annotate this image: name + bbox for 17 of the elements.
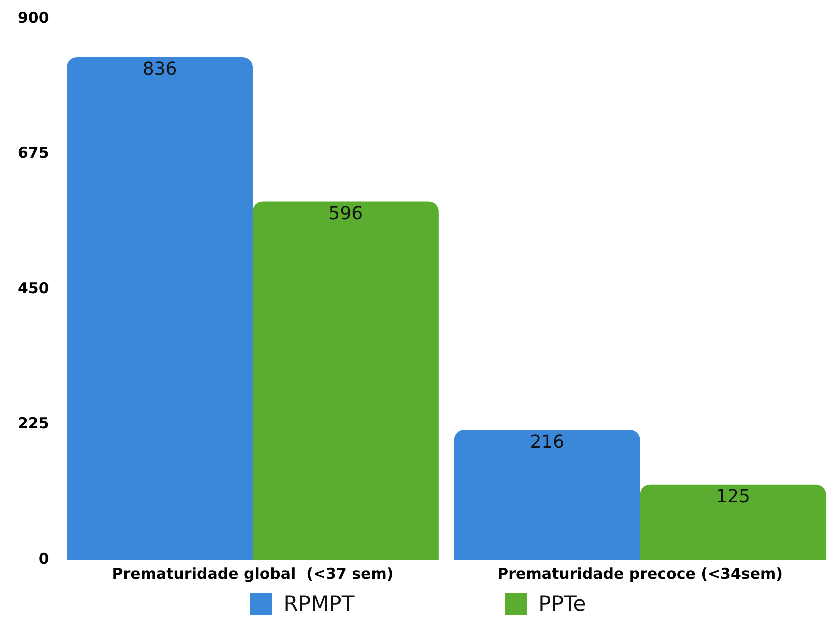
data-label: 836	[142, 59, 178, 80]
legend-label: PPTe	[538, 592, 586, 616]
y-tick-label: 675	[18, 144, 50, 162]
bar	[454, 430, 640, 560]
x-tick-label: Prematuridade global (<37 sem)	[112, 564, 394, 583]
data-label: 125	[716, 486, 750, 508]
y-tick-label: 0	[38, 550, 50, 568]
bar	[252, 202, 439, 560]
x-tick-label: Prematuridade precoce (<34sem)	[498, 564, 784, 583]
data-label: 596	[328, 203, 364, 224]
y-tick-label: 225	[18, 414, 50, 433]
data-label: 216	[530, 432, 565, 453]
y-tick-label: 450	[18, 279, 50, 298]
legend-label: RPMPT	[284, 592, 355, 616]
y-tick-label: 900	[18, 8, 50, 27]
bar	[67, 57, 253, 560]
bar	[640, 484, 826, 560]
